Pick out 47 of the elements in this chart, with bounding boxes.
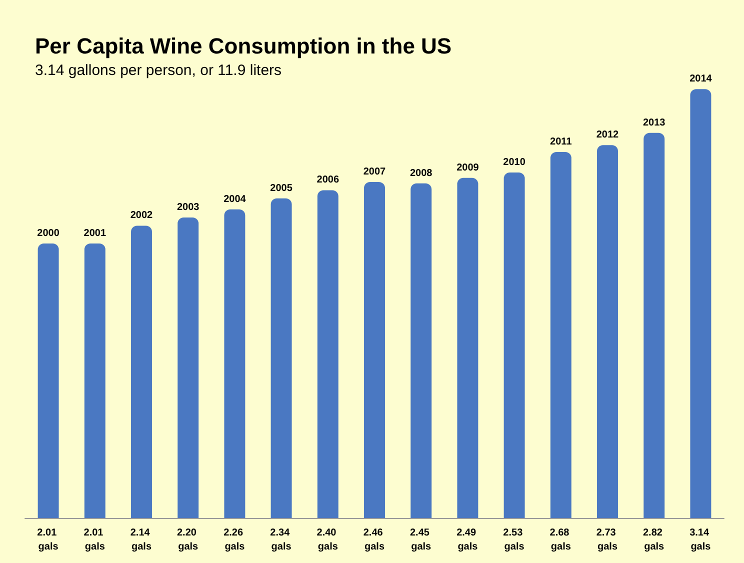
- bar: [364, 182, 385, 518]
- x-tick-label: 2006: [316, 174, 340, 186]
- bar: [410, 183, 432, 518]
- x-tick-label: 2003: [176, 202, 200, 214]
- x-tick-label: 2014: [690, 74, 712, 85]
- data-label: 2.53 gals: [503, 528, 526, 552]
- bar: [178, 218, 199, 518]
- bar: [317, 190, 338, 518]
- data-label: 2.26 gals: [224, 528, 246, 552]
- x-tick-label: 2004: [224, 194, 246, 205]
- bar: [84, 243, 106, 518]
- x-tick-label: 2002: [130, 210, 154, 222]
- x-tick-label: 2001: [84, 228, 106, 239]
- x-tick-label: 2005: [270, 182, 293, 194]
- bar: [270, 198, 292, 518]
- x-tick-label: 2009: [456, 162, 480, 174]
- bar: [131, 226, 152, 518]
- data-label: 2.14 gals: [130, 528, 153, 552]
- x-tick-label: 2007: [363, 166, 386, 178]
- x-tick-label: 2013: [642, 117, 666, 128]
- data-label: 2.68 gals: [550, 528, 572, 552]
- bar: [504, 172, 525, 518]
- data-label: 3.14 gals: [690, 528, 712, 552]
- data-label: 2.82 gals: [642, 528, 666, 552]
- bar: [457, 178, 478, 518]
- x-tick-label: 2008: [410, 168, 433, 179]
- data-label: 2.45 gals: [410, 528, 432, 552]
- bar: [38, 243, 59, 518]
- data-label: 2.46 gals: [363, 528, 386, 552]
- bar: [224, 209, 246, 518]
- data-label: 2.20 gals: [176, 528, 200, 552]
- bar: [597, 145, 618, 518]
- x-tick-label: 2012: [596, 130, 620, 141]
- bar: [644, 132, 665, 518]
- x-tick-label: 2010: [503, 156, 526, 168]
- data-label: 2.49 gals: [456, 528, 479, 552]
- data-label: 2.73 gals: [596, 528, 619, 552]
- data-label: 2.01 gals: [84, 528, 106, 552]
- chart-subtitle: 3.14 gallons per person, or 11.9 liters: [35, 62, 282, 79]
- bar: [550, 152, 572, 518]
- x-tick-label: 2011: [550, 136, 572, 148]
- data-label: 2.01 gals: [37, 528, 60, 552]
- data-label: 2.40 gals: [316, 528, 340, 552]
- bar: [690, 89, 712, 518]
- x-tick-label: 2000: [37, 228, 60, 239]
- data-label: 2.34 gals: [270, 528, 292, 552]
- chart-title: Per Capita Wine Consumption in the US: [35, 34, 452, 58]
